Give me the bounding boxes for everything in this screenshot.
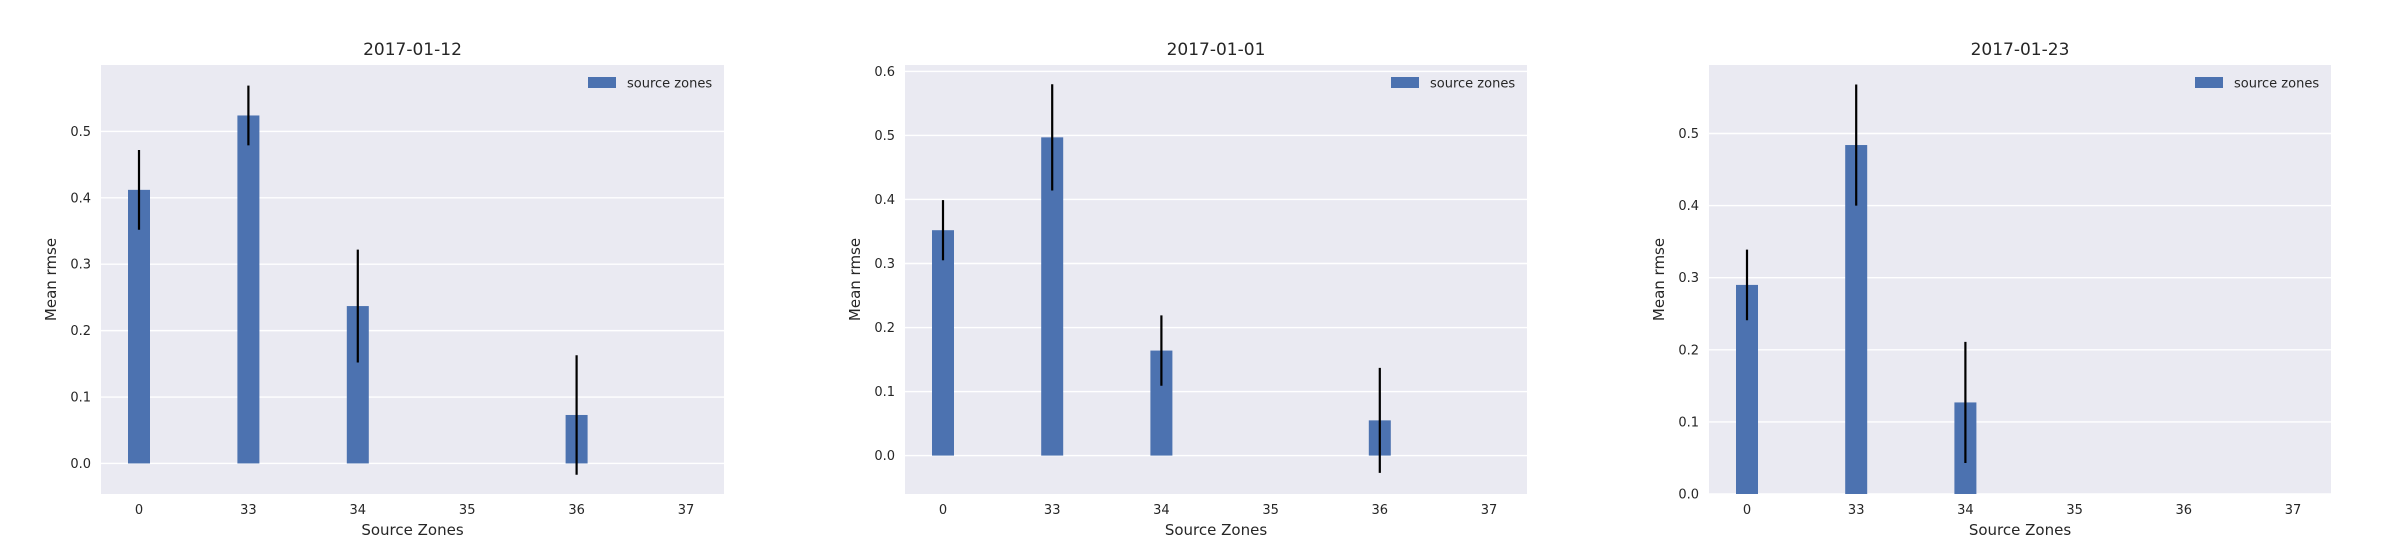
bar: [237, 115, 260, 464]
x-tick-label: 35: [2066, 503, 2083, 518]
bar: [1041, 137, 1064, 456]
legend-swatch: [1391, 77, 1419, 88]
y-tick-label: 0.1: [1678, 415, 1699, 430]
y-tick-label: 0.6: [874, 65, 895, 80]
y-tick-label: 0.3: [874, 257, 895, 272]
x-tick-label: 34: [350, 503, 367, 518]
bar: [128, 189, 150, 464]
plot-background: [1709, 65, 2331, 494]
legend-label: source zones: [2234, 77, 2319, 92]
plot-background: [905, 65, 1527, 494]
y-tick-label: 0.0: [874, 449, 895, 464]
chart-title: 2017-01-01: [1167, 40, 1266, 60]
y-tick-label: 0.5: [70, 125, 91, 140]
x-tick-label: 35: [459, 503, 476, 518]
chart-panel-2: 0.0 0.1 0.2 0.3 0.4 0.5 0.6 0 33 34 35 36 37 2017-01-…: [846, 40, 1527, 539]
x-tick-label: 37: [1481, 503, 1498, 518]
x-tick-label: 33: [1848, 503, 1865, 518]
x-axis-label: Source Zones: [1165, 521, 1267, 539]
bar: [346, 306, 369, 464]
legend-label: source zones: [1430, 77, 1515, 92]
y-axis-label: Mean rmse: [846, 238, 864, 321]
chart-title: 2017-01-23: [1971, 40, 2070, 60]
y-tick-label: 0.0: [1678, 488, 1699, 503]
y-tick-label: 0.4: [874, 193, 895, 208]
y-tick-label: 0.5: [874, 129, 895, 144]
x-tick-label: 0: [1743, 503, 1751, 518]
bar: [1150, 350, 1173, 456]
x-tick-label: 34: [1957, 503, 1974, 518]
x-tick-label: 36: [568, 503, 585, 518]
x-tick-label: 36: [1372, 503, 1389, 518]
y-tick-label: 0.4: [1678, 199, 1699, 214]
chart-panel-1: 0.0 0.1 0.2 0.3 0.4 0.5 0 33 34 35 36 37 2017-01-12 S…: [42, 40, 724, 539]
x-axis-label: Source Zones: [1969, 521, 2071, 539]
y-axis-label: Mean rmse: [42, 238, 60, 321]
y-tick-label: 0.5: [1678, 127, 1699, 142]
legend-swatch: [588, 77, 616, 88]
y-tick-label: 0.1: [874, 385, 895, 400]
y-tick-label: 0.2: [874, 321, 895, 336]
y-tick-label: 0.3: [1678, 271, 1699, 286]
y-axis-label: Mean rmse: [1650, 238, 1668, 321]
y-tick-label: 0.0: [70, 457, 91, 472]
y-tick-label: 0.3: [70, 258, 91, 273]
x-tick-label: 0: [939, 503, 947, 518]
legend-swatch: [2195, 77, 2223, 88]
x-tick-label: 35: [1262, 503, 1279, 518]
bar: [1845, 145, 1868, 495]
x-tick-label: 0: [135, 503, 143, 518]
x-tick-label: 37: [2285, 503, 2302, 518]
y-tick-label: 0.1: [70, 391, 91, 406]
legend-label: source zones: [627, 77, 712, 92]
x-tick-label: 36: [2176, 503, 2193, 518]
y-tick-label: 0.4: [70, 191, 91, 206]
x-tick-label: 37: [678, 503, 695, 518]
x-tick-label: 34: [1153, 503, 1170, 518]
x-tick-label: 33: [240, 503, 257, 518]
bar: [932, 230, 954, 456]
chart-panel-3: 0.0 0.1 0.2 0.3 0.4 0.5 0 33 34 35 36 37 2017-01-23 S…: [1650, 40, 2331, 539]
y-tick-label: 0.2: [70, 324, 91, 339]
y-tick-label: 0.2: [1678, 343, 1699, 358]
chart-title: 2017-01-12: [363, 40, 462, 60]
x-axis-label: Source Zones: [361, 521, 463, 539]
bar: [1736, 284, 1758, 494]
plot-background: [101, 65, 724, 494]
x-tick-label: 33: [1044, 503, 1061, 518]
